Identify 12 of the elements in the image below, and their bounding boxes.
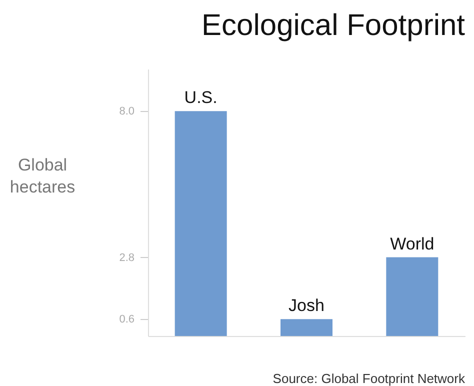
y-tick-label: 8.0 bbox=[119, 106, 134, 118]
y-axis-title: Global hectares bbox=[10, 156, 76, 196]
x-tick-label: U.S. bbox=[184, 88, 218, 108]
y-tick-label: 0.6 bbox=[119, 314, 134, 326]
x-tick-label: World bbox=[390, 234, 434, 254]
bar bbox=[174, 111, 227, 336]
chart-title: Ecological Footprint bbox=[202, 9, 466, 42]
bar bbox=[386, 257, 438, 336]
bar bbox=[280, 319, 332, 336]
source-note: Source: Global Footprint Network bbox=[272, 371, 466, 386]
y-tick-label: 2.8 bbox=[119, 252, 134, 264]
x-tick-label: Josh bbox=[288, 296, 324, 316]
